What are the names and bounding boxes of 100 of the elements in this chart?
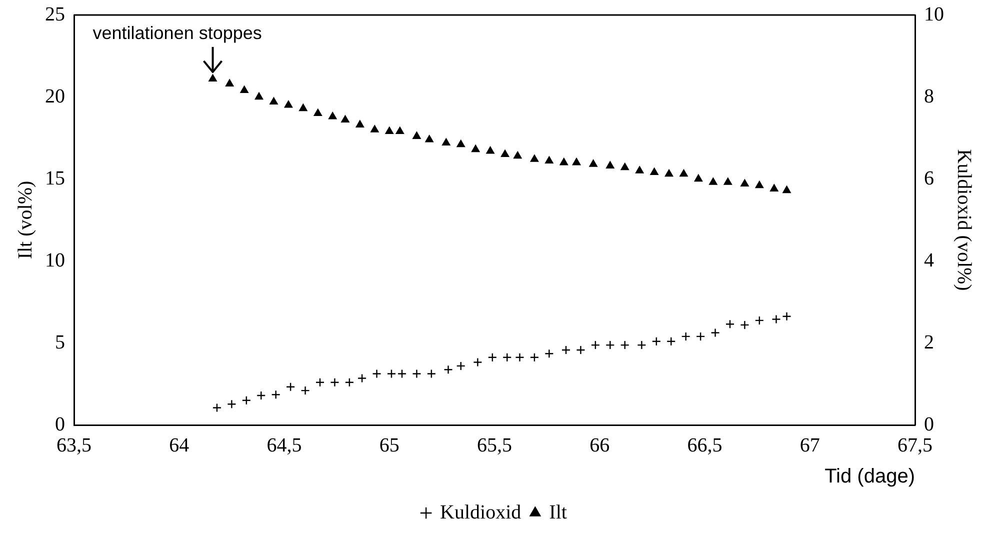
y-axis-title: Ilt (vol%) [14, 180, 36, 260]
point [782, 312, 792, 321]
y2-tick-label: 4 [924, 249, 934, 272]
point [256, 390, 266, 400]
point [545, 156, 554, 164]
point [372, 369, 382, 378]
point [576, 345, 586, 355]
point [472, 144, 480, 152]
point [271, 390, 280, 400]
x-tick-label: 64,5 [266, 434, 302, 456]
point [356, 120, 364, 128]
point [426, 369, 436, 378]
x-tick-label: 66,5 [687, 434, 722, 456]
x-tick-label: 65,5 [477, 434, 512, 456]
point [666, 336, 676, 346]
x-tick-label: 67,5 [898, 434, 932, 456]
point [444, 365, 453, 374]
point [770, 184, 778, 192]
point [755, 180, 764, 188]
y-tick-label: 15 [45, 167, 65, 190]
point [652, 336, 661, 346]
point [754, 316, 764, 326]
point [650, 168, 658, 176]
point [620, 340, 630, 350]
point [314, 108, 322, 116]
point [664, 169, 674, 177]
legend-label: Kuldioxid [440, 501, 522, 524]
point [456, 140, 465, 148]
x-tick-label: 66 [590, 434, 610, 456]
point [488, 352, 497, 362]
point [341, 115, 350, 123]
y-tick-label: 25 [45, 3, 65, 26]
point [620, 162, 629, 170]
point [315, 378, 325, 387]
point [589, 160, 598, 167]
point [397, 369, 407, 378]
y2-tick-label: 8 [924, 85, 934, 108]
y2-tick-label: 6 [924, 167, 934, 190]
point [514, 151, 522, 159]
point [385, 126, 394, 134]
point [772, 314, 781, 324]
point [300, 386, 310, 396]
point [473, 358, 482, 367]
point [724, 178, 732, 185]
y-tick-label: 5 [55, 331, 65, 354]
y-tick-label: 0 [55, 413, 65, 436]
point [286, 382, 296, 392]
point [425, 135, 434, 142]
point [530, 352, 540, 362]
point [637, 340, 646, 350]
point [299, 104, 308, 112]
point [227, 399, 236, 409]
point [502, 352, 512, 362]
point [456, 361, 466, 371]
point [725, 320, 735, 329]
point [396, 126, 404, 134]
legend-label: Ilt [549, 501, 568, 524]
annotation: ventilationen stoppes [92, 22, 262, 43]
point [606, 340, 615, 350]
y2-tick-label: 0 [924, 413, 934, 436]
y2-tick-label: 2 [924, 331, 934, 354]
point [330, 378, 340, 387]
point [709, 178, 718, 185]
point [328, 112, 337, 120]
point [226, 79, 234, 86]
point [242, 396, 252, 405]
point [412, 369, 422, 378]
point [442, 138, 450, 146]
x-tick-label: 67 [800, 434, 820, 456]
point [515, 352, 524, 362]
point [544, 349, 554, 358]
point [560, 158, 568, 166]
point [740, 179, 749, 187]
x-tick-label: 64 [169, 434, 190, 456]
point [572, 158, 581, 166]
point [344, 378, 354, 387]
point [370, 125, 379, 132]
point [386, 369, 396, 378]
point [782, 186, 791, 194]
point [270, 97, 278, 105]
point [357, 374, 367, 383]
x-axis-title: Tid (dage) [824, 466, 915, 488]
x-tick-label: 65 [379, 434, 400, 456]
point [710, 328, 720, 338]
point [412, 132, 421, 139]
point [284, 100, 293, 108]
y-tick-label: 20 [45, 85, 65, 108]
point [561, 345, 571, 355]
x-tick-label: 63,5 [56, 434, 92, 456]
point [636, 166, 644, 174]
point [486, 146, 494, 154]
y2-axis-title: Kuldioxid (vol%) [952, 149, 975, 291]
point [212, 403, 222, 412]
point [696, 332, 706, 342]
point [590, 340, 600, 350]
y2-tick-label: 10 [924, 3, 944, 26]
point [530, 154, 539, 162]
point [681, 332, 690, 342]
point [240, 86, 248, 94]
point [208, 74, 217, 82]
